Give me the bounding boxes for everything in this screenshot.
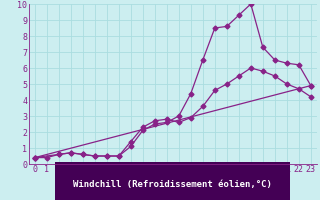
- X-axis label: Windchill (Refroidissement éolien,°C): Windchill (Refroidissement éolien,°C): [73, 180, 272, 189]
